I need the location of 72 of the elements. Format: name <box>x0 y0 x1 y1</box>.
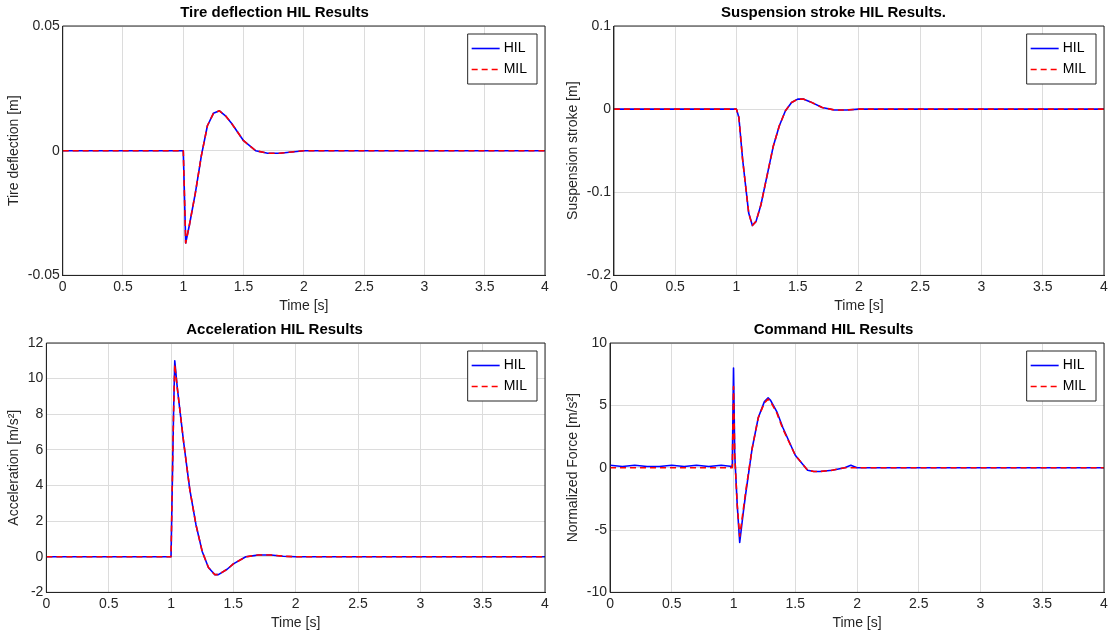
x-tick-label: 3.5 <box>1032 594 1053 611</box>
x-tick-label: 1 <box>167 594 176 611</box>
x-axis-title: Time [s] <box>279 297 329 314</box>
y-tick-label: 8 <box>35 405 44 422</box>
y-axis-title: Tire deflection [m] <box>5 95 22 207</box>
x-tick-label: 2.5 <box>354 277 375 294</box>
y-tick-label: 0 <box>35 547 44 564</box>
chart-title: Tire deflection HIL Results <box>180 3 369 21</box>
x-tick-label: 0.5 <box>665 277 686 294</box>
legend-label: MIL <box>503 377 528 394</box>
legend-label: MIL <box>1062 377 1087 394</box>
x-tick-label: 2.5 <box>910 277 931 294</box>
x-tick-label: 3.5 <box>1033 277 1053 294</box>
legend-label: HIL <box>1062 39 1085 56</box>
y-tick-label: -0.05 <box>27 266 60 283</box>
x-tick-label: 1 <box>179 277 188 294</box>
x-tick-label: 3 <box>977 277 986 294</box>
x-axis-title: Time [s] <box>271 614 321 631</box>
x-tick-label: 0.5 <box>98 594 119 611</box>
x-tick-label: 4 <box>541 277 550 294</box>
legend-label: HIL <box>503 356 526 373</box>
y-tick-label: 2 <box>35 512 44 528</box>
y-axis-title: Suspension stroke [m] <box>564 81 581 220</box>
x-tick-label: 3 <box>416 594 425 611</box>
x-tick-label: 1.5 <box>233 277 254 294</box>
x-tick-label: 1.5 <box>223 594 244 611</box>
chart-title: Suspension stroke HIL Results. <box>721 3 946 21</box>
x-tick-label: 1.5 <box>787 277 808 294</box>
x-tick-label: 2 <box>855 277 864 294</box>
y-axis-title: Normalized Force [m/s²] <box>564 393 581 543</box>
x-tick-label: 3 <box>976 594 985 611</box>
x-tick-label: 2 <box>291 594 300 611</box>
x-tick-label: 2.5 <box>348 594 368 611</box>
x-tick-label: 2 <box>853 594 862 611</box>
y-tick-label: -2 <box>30 583 44 600</box>
y-tick-label: 6 <box>35 440 44 457</box>
y-tick-label: 10 <box>591 333 608 350</box>
y-tick-label: 0 <box>51 141 60 158</box>
x-tick-label: 2.5 <box>909 594 929 611</box>
chart-title: Acceleration HIL Results <box>186 320 363 338</box>
y-tick-label: -5 <box>594 520 608 537</box>
legend-label: MIL <box>1062 60 1087 77</box>
x-tick-label: 2 <box>299 277 308 294</box>
legend-label: HIL <box>503 39 526 56</box>
x-tick-label: 1.5 <box>785 594 806 611</box>
y-tick-label: 12 <box>27 333 44 350</box>
x-tick-label: 0.5 <box>662 594 682 611</box>
x-tick-label: 1 <box>732 277 741 294</box>
x-tick-label: 3.5 <box>472 594 493 611</box>
x-axis-title: Time [s] <box>834 297 884 314</box>
x-tick-label: 0.5 <box>113 277 133 294</box>
y-tick-label: 0.05 <box>32 16 60 33</box>
y-tick-label: -10 <box>586 583 608 600</box>
y-tick-label: 4 <box>35 476 44 493</box>
y-tick-label: 10 <box>27 369 44 386</box>
x-tick-label: 4 <box>1100 277 1109 294</box>
legend-label: HIL <box>1062 356 1085 373</box>
legend-label: MIL <box>503 60 528 77</box>
y-tick-label: -0.2 <box>586 266 612 283</box>
y-tick-label: 5 <box>599 396 608 413</box>
y-tick-label: 0 <box>603 99 612 116</box>
x-tick-label: 1 <box>729 594 738 611</box>
chart-title: Command HIL Results <box>753 320 914 338</box>
y-axis-title: Acceleration [m/s²] <box>5 409 22 526</box>
x-tick-label: 3.5 <box>474 277 495 294</box>
x-tick-label: 4 <box>1100 594 1109 611</box>
y-tick-label: 0 <box>599 458 608 475</box>
y-tick-label: 0.1 <box>591 16 612 33</box>
y-tick-label: -0.1 <box>586 183 612 200</box>
x-tick-label: 4 <box>541 594 550 611</box>
x-tick-label: 3 <box>420 277 429 294</box>
x-axis-title: Time [s] <box>832 614 882 631</box>
